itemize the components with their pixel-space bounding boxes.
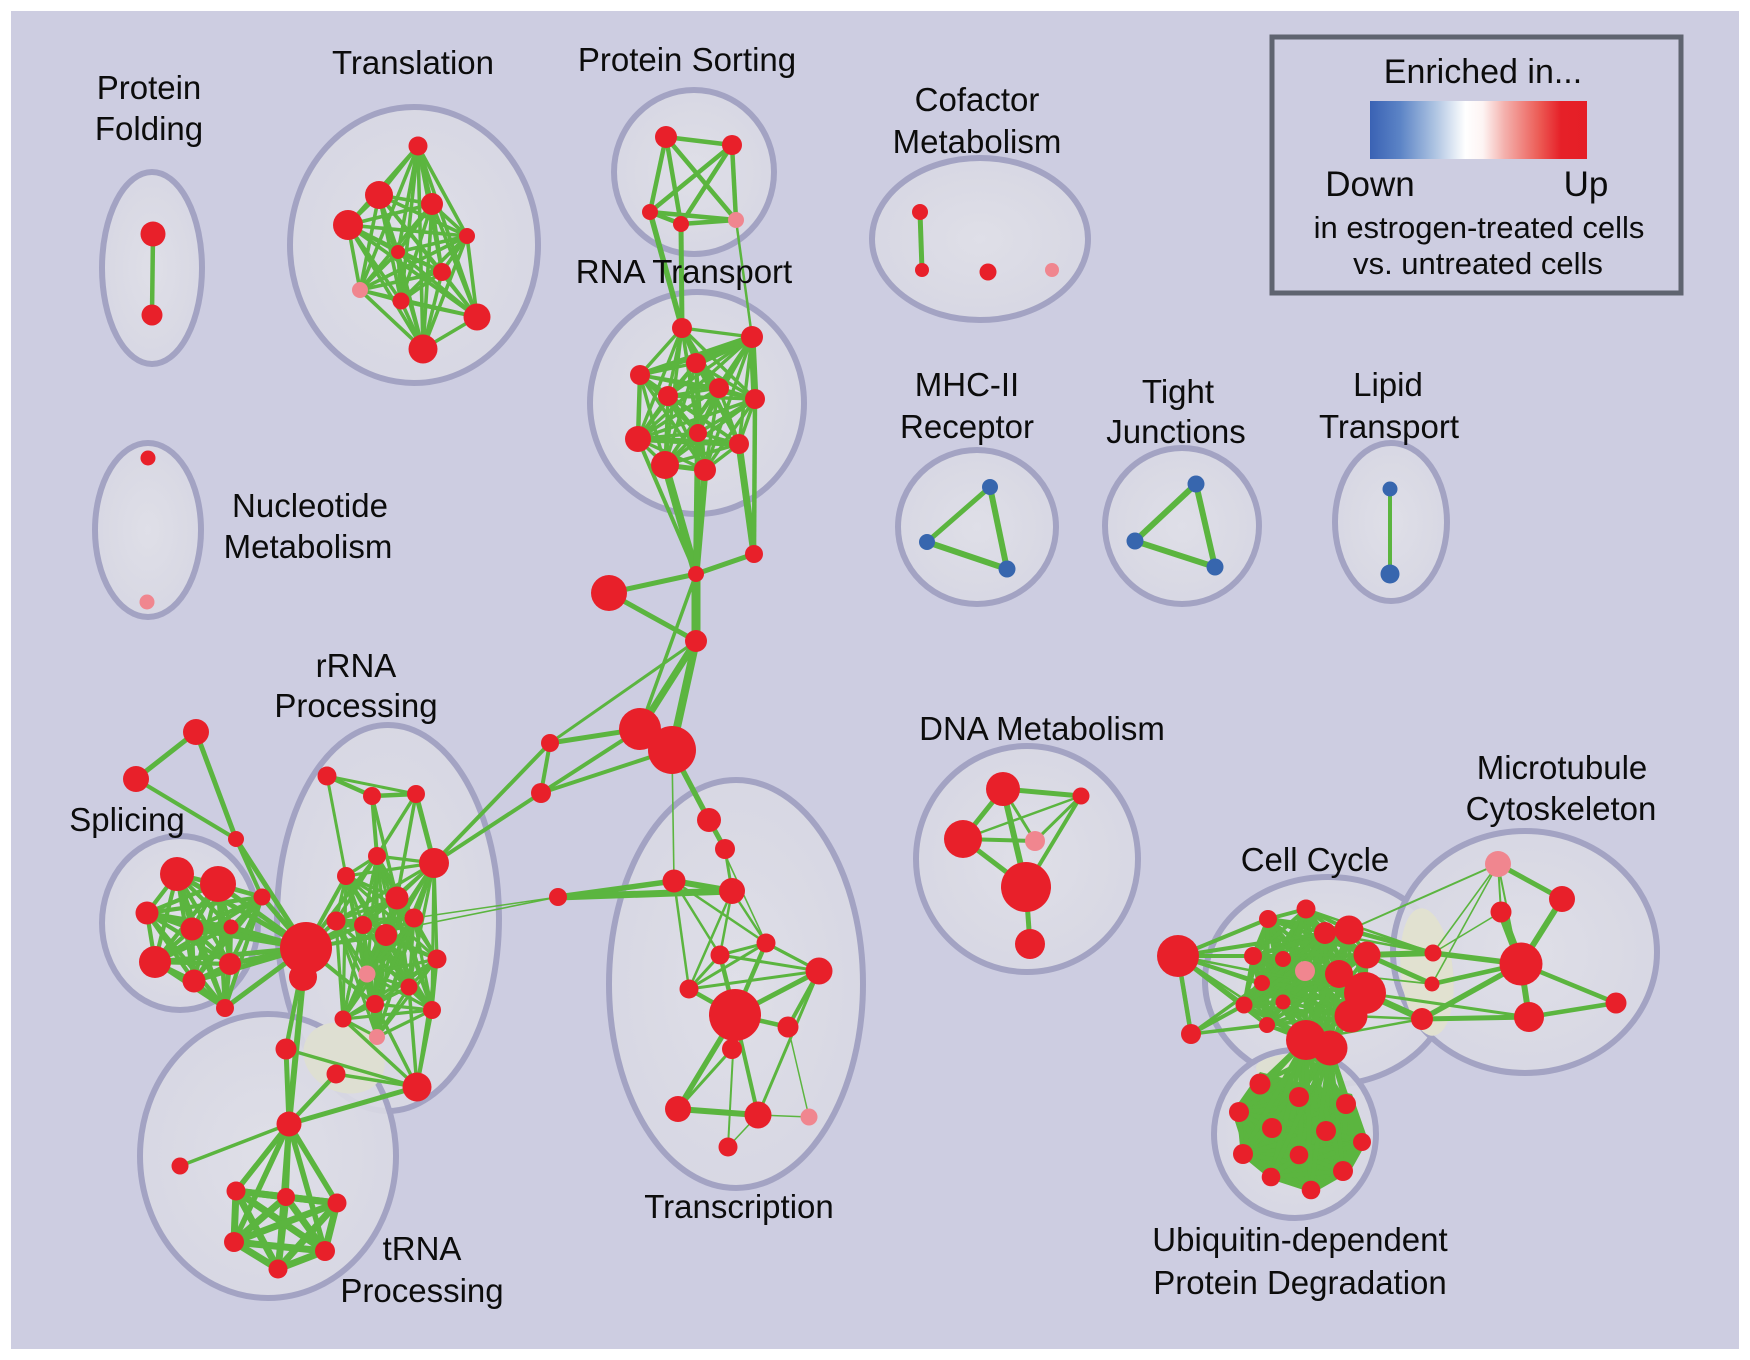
svg-text:Metabolism: Metabolism (224, 528, 393, 565)
svg-text:Nucleotide: Nucleotide (232, 487, 388, 524)
svg-text:Folding: Folding (95, 110, 203, 147)
svg-text:Transport: Transport (1319, 408, 1459, 445)
svg-text:Protein Sorting: Protein Sorting (578, 41, 796, 78)
svg-text:Splicing: Splicing (69, 801, 185, 838)
svg-text:Transcription: Transcription (644, 1188, 834, 1225)
svg-text:rRNA: rRNA (316, 647, 397, 684)
svg-text:Down: Down (1325, 165, 1414, 204)
svg-text:Lipid: Lipid (1353, 366, 1423, 403)
svg-text:Tight: Tight (1142, 373, 1214, 410)
svg-text:Up: Up (1564, 165, 1609, 204)
svg-text:Cofactor: Cofactor (915, 81, 1040, 118)
svg-text:Cytoskeleton: Cytoskeleton (1466, 790, 1657, 827)
svg-text:Enriched in...: Enriched in... (1384, 53, 1582, 91)
svg-text:Processing: Processing (340, 1272, 503, 1309)
svg-text:Protein: Protein (97, 69, 202, 106)
svg-text:Receptor: Receptor (900, 408, 1034, 445)
svg-text:DNA Metabolism: DNA Metabolism (919, 710, 1165, 747)
svg-text:Cell Cycle: Cell Cycle (1241, 841, 1390, 878)
svg-text:Metabolism: Metabolism (893, 123, 1062, 160)
svg-text:Ubiquitin-dependent: Ubiquitin-dependent (1152, 1221, 1447, 1258)
svg-text:vs. untreated cells: vs. untreated cells (1353, 246, 1603, 281)
svg-text:RNA Transport: RNA Transport (576, 253, 792, 290)
svg-text:Translation: Translation (332, 44, 494, 81)
svg-text:in estrogen-treated cells: in estrogen-treated cells (1314, 210, 1645, 245)
svg-text:Processing: Processing (274, 687, 437, 724)
svg-text:Microtubule: Microtubule (1477, 749, 1648, 786)
svg-text:Protein Degradation: Protein Degradation (1153, 1264, 1447, 1301)
svg-text:tRNA: tRNA (383, 1230, 462, 1267)
svg-text:Junctions: Junctions (1106, 413, 1245, 450)
svg-text:MHC-II: MHC-II (915, 366, 1019, 403)
